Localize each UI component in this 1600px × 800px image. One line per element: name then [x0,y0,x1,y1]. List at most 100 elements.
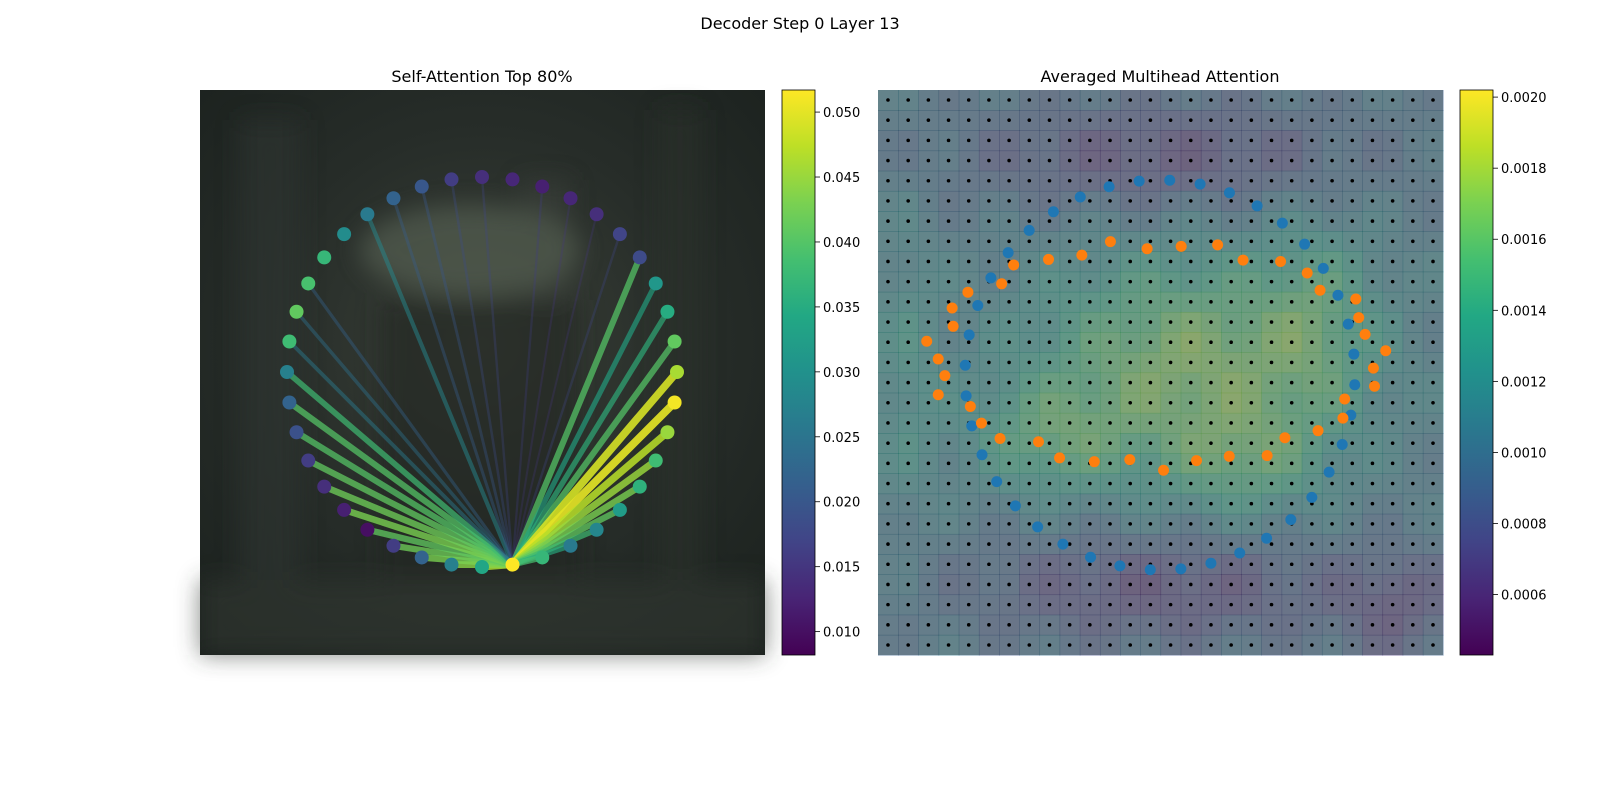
attention-edge [511,213,598,566]
scatter-point [1008,259,1020,271]
colorbar-tick-label: 0.0014 [1501,304,1547,319]
scatter-point [1158,464,1170,476]
attention-edge [306,281,515,567]
scatter-point [1103,181,1115,193]
scatter-point [1191,455,1203,467]
attention-node [301,453,316,468]
colorbar-tick-label: 0.040 [823,236,860,251]
scatter-point [1275,255,1287,267]
scatter-point [1223,450,1235,462]
grid-dots [886,98,1435,647]
scatter-point [947,320,959,332]
scatter-point [1323,466,1335,478]
scatter-point [966,420,978,432]
scatter-point [1002,247,1014,259]
attention-node [660,304,675,319]
attention-node [612,502,627,517]
scatter-point [1301,267,1313,279]
right-panel: Averaged Multihead Attention [878,67,1444,656]
attention-edge [509,309,671,568]
attention-node [337,227,352,242]
attention-node [589,207,604,222]
scatter-point [1043,253,1055,265]
scatter-point [1104,236,1116,248]
series-blue-points [959,174,1361,576]
attention-node [535,179,550,194]
attention-node [505,557,520,572]
scatter-point [1312,425,1324,437]
colorbar-tick-label: 0.050 [823,106,860,121]
attention-node [648,276,663,291]
attention-edge [365,212,515,567]
scatter-point [976,449,988,461]
right-panel-title: Averaged Multihead Attention [1041,67,1280,86]
scatter-point [1350,293,1362,305]
scatter-point [1205,557,1217,569]
attention-node [667,334,682,349]
attention-edge [287,339,515,567]
attention-node [648,453,663,468]
attention-edge [511,232,622,566]
attention-node [632,479,647,494]
scatter-point [1047,206,1059,218]
scatter-point [1054,452,1066,464]
scatter-point [1339,393,1351,405]
scatter-point [1336,438,1348,450]
scatter-point [994,432,1006,444]
left-colorbar: 0.010 0.015 0.020 0.025 0.030 0.035 0.040 0.045… [781,89,860,656]
scatter-point [985,272,997,284]
attention-node [317,250,332,265]
colorbar-tick-label: 0.035 [823,301,860,316]
scatter-point [1261,450,1273,462]
attention-node [414,550,429,565]
scatter-point [1074,191,1086,203]
colorbar-tick-label: 0.025 [823,431,860,446]
scatter-point [1349,379,1361,391]
scatter-point [1144,564,1156,576]
scatter-point [932,353,944,365]
scatter-point [946,302,958,314]
colorbar-tick-label: 0.015 [823,561,860,576]
attention-edge [420,185,514,567]
scatter-point [1212,239,1224,251]
scatter-point [1032,521,1044,533]
scatter-point [1342,318,1354,330]
colorbar-tick-label: 0.0008 [1501,518,1547,533]
attention-node [337,502,352,517]
scatter-point [1353,312,1365,324]
scatter-point [960,390,972,402]
colorbar-tick-label: 0.010 [823,626,860,641]
scatter-point [932,389,944,401]
scatter-point [1175,240,1187,252]
scatter-point [1367,362,1379,374]
scatter-point [1337,412,1349,424]
scatter-point [1141,243,1153,255]
scatter-point [1234,547,1246,559]
colorbar-tick-label: 0.045 [823,171,860,186]
attention-node [414,179,429,194]
attention-edge [391,196,515,567]
scatter-point [1261,532,1273,544]
attention-node [444,557,459,572]
scatter-point [1009,500,1021,512]
attention-node [360,207,375,222]
scatter-point [1175,563,1187,575]
scatter-point [1314,284,1326,296]
scatter-point [1023,224,1035,236]
attention-node [282,334,297,349]
scatter-point [1306,491,1318,503]
attention-node [589,522,604,537]
attention-edge [480,175,514,566]
attention-edge [284,369,516,568]
scatter-point [1348,348,1360,360]
scatter-point [963,329,975,341]
colorbar-tick-label: 0.0012 [1501,375,1547,390]
attention-edge [293,429,516,568]
attention-edge [509,254,643,568]
attention-edge [511,185,544,566]
scatter-point [1368,380,1380,392]
scatter-point [1032,436,1044,448]
scatter-point [1332,289,1344,301]
scatter-point [1164,174,1176,186]
scatter-point [964,400,976,412]
